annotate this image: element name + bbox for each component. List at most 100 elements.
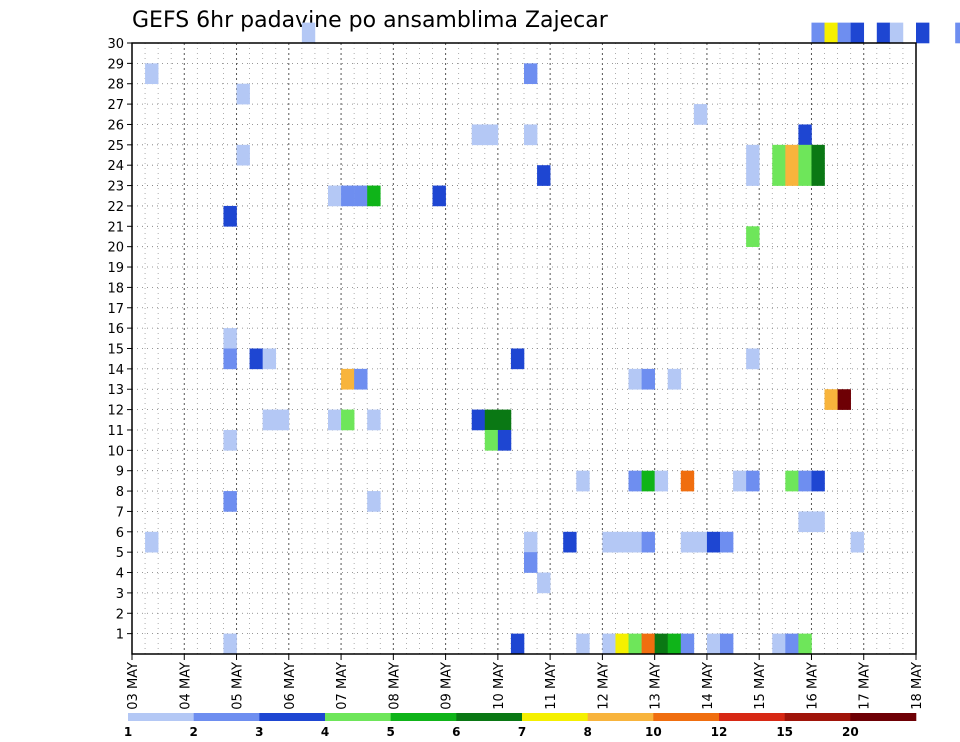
heatmap-cell [354,185,368,207]
legend-level-label: 2 [189,725,197,739]
heatmap-cell [706,531,721,553]
y-tick-label: 20 [107,241,124,256]
heatmap-cell [955,22,960,44]
y-tick-label: 6 [116,526,124,541]
x-tick-label: 04 MAY [178,662,193,710]
legend-level-label: 4 [321,725,329,739]
y-tick-label: 9 [116,465,124,480]
legend-level-label: 10 [645,725,662,739]
heatmap-cell [524,124,538,146]
y-tick-label: 17 [107,302,124,317]
heatmap-cell [471,124,486,146]
legend-level-label: 8 [583,725,591,739]
heatmap-cell [720,531,734,553]
heatmap-cell [772,165,786,186]
heatmap-cell [811,511,825,533]
heatmap-cell [798,633,812,655]
heatmap-cell [746,165,760,186]
heatmap-cell [236,83,250,105]
heatmap-cell [876,22,891,44]
heatmap-cell [641,368,655,390]
legend-level-label: 6 [452,725,460,739]
heatmap-cell [667,368,682,390]
heatmap-cell [484,124,499,146]
heatmap-cell [785,165,799,186]
legend-swatch [719,713,785,721]
y-tick-label: 18 [107,281,124,296]
heatmap-cell [693,531,708,553]
heatmap-cell [772,144,786,166]
x-tick-label: 05 MAY [231,662,246,710]
heatmap-cell [602,531,616,553]
legend-swatch [390,713,457,721]
heatmap-cell [746,144,760,166]
x-tick-label: 13 MAY [649,662,664,710]
y-tick-label: 28 [107,78,124,93]
heatmap-cell [223,328,237,349]
heatmap-cell [301,22,316,44]
heatmap-cell [223,205,237,227]
legend-swatch [653,713,720,721]
legend-swatch [128,713,194,721]
heatmap-cell [328,185,342,207]
legend-swatch [850,713,917,721]
heatmap-cell [223,429,237,451]
y-tick-label: 19 [107,261,124,276]
y-tick-label: 23 [107,180,124,195]
x-tick-label: 08 MAY [387,662,402,710]
y-tick-label: 15 [107,343,124,358]
legend-swatch [193,713,260,721]
heatmap-cell [510,348,525,370]
heatmap-cell [484,409,499,431]
heatmap-cell [850,22,865,44]
legend-swatch [259,713,326,721]
y-tick-label: 25 [107,139,124,154]
heatmap-cell [432,185,446,207]
y-tick-label: 7 [116,505,124,520]
y-tick-label: 24 [107,159,124,174]
y-axis-ticks: 1234567891011121314151617181920212223242… [107,37,132,643]
heatmap-cell [524,63,538,85]
heatmap-cell [654,470,669,492]
y-tick-label: 12 [107,404,124,419]
heatmap-cell [916,22,930,44]
y-tick-label: 14 [107,363,124,378]
heatmap-cell [537,165,551,186]
heatmap-cell [328,409,342,431]
heatmap-cell [275,409,290,431]
x-tick-label: 17 MAY [858,662,873,710]
y-tick-label: 29 [107,57,124,72]
heatmap-cell [798,470,812,492]
heatmap-cell [602,633,616,655]
heatmap-cell [746,226,760,247]
heatmap-cell [628,368,642,390]
heatmap-cell [524,552,538,573]
heatmap-cell [354,368,368,390]
legend-level-label: 12 [711,725,728,739]
chart-title: GEFS 6hr padavine po ansamblima Zajecar [132,8,609,33]
legend-level-label: 15 [776,725,793,739]
heatmap-cell [563,531,577,553]
heatmap-cell [811,470,825,492]
heatmap-cell [811,22,825,44]
heatmap-cell [341,185,355,207]
heatmap-cell [785,144,799,166]
heatmap-cell [628,633,642,655]
heatmap-cell [837,22,851,44]
heatmap-cell [341,368,355,390]
heatmap-cell [145,531,159,553]
x-tick-label: 03 MAY [126,662,141,710]
heatmap-cell [471,409,486,431]
heatmap-cell [145,63,159,85]
y-tick-label: 13 [107,383,124,398]
x-axis-ticks: 03 MAY 04 MAY 05 MAY 06 MAY 07 MAY 08 MAY 09 M… [126,654,925,710]
heatmap-cell [367,491,381,512]
heatmap-cell [628,470,642,492]
heatmap-cell [680,470,695,492]
heatmap-cell [510,633,525,655]
heatmap-cell [785,633,799,655]
heatmap-cell [223,491,237,512]
heatmap-cell [706,633,721,655]
heatmap-cell [262,409,277,431]
legend-level-label: 7 [518,725,526,739]
